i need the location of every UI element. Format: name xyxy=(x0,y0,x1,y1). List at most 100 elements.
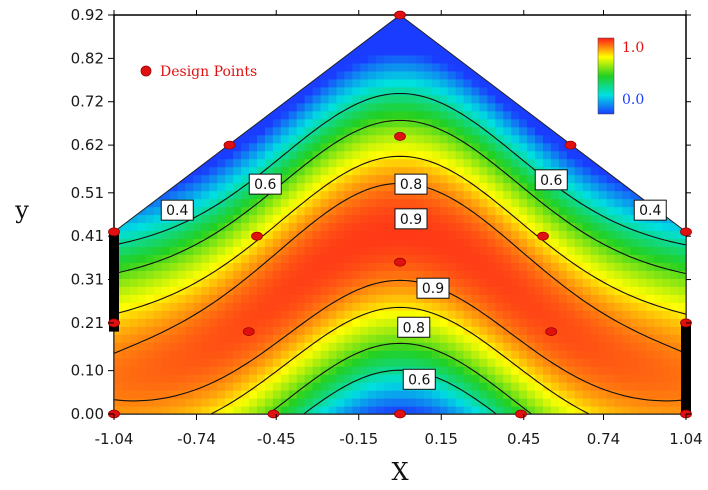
heat-cell xyxy=(606,390,616,399)
heat-cell xyxy=(511,166,520,176)
heat-cell xyxy=(121,334,131,343)
heat-cell xyxy=(423,182,433,192)
heat-cell xyxy=(272,110,282,120)
heat-cell xyxy=(543,342,552,351)
heat-cell xyxy=(272,374,282,383)
heat-cell xyxy=(447,118,457,128)
x-axis-title: X xyxy=(391,458,408,486)
heat-cell xyxy=(439,262,449,271)
contour-label-text: 0.8 xyxy=(400,177,422,193)
heat-cell xyxy=(646,294,655,303)
heat-cell xyxy=(384,46,393,56)
heat-cell xyxy=(463,150,473,160)
heat-cell xyxy=(503,310,512,319)
heat-cell xyxy=(368,102,377,112)
heat-cell xyxy=(439,166,449,176)
heat-cell xyxy=(407,310,417,319)
x-tick-label: 1.04 xyxy=(669,430,702,448)
heat-cell xyxy=(423,46,433,56)
heat-cell xyxy=(407,406,417,414)
heat-cell xyxy=(272,302,282,311)
heat-cell xyxy=(169,262,179,271)
heat-cell xyxy=(495,198,504,208)
heat-cell xyxy=(312,302,322,311)
heat-cell xyxy=(431,302,441,311)
heat-cell xyxy=(193,270,202,279)
contour-label: 0.6 xyxy=(248,173,282,195)
heat-cell xyxy=(288,94,298,104)
heat-cell xyxy=(654,238,663,248)
heat-cell xyxy=(455,190,465,200)
heat-cell xyxy=(280,390,290,399)
heat-cell xyxy=(511,246,520,255)
heat-cell xyxy=(511,230,520,240)
heat-cell xyxy=(400,150,409,160)
heat-cell xyxy=(264,206,274,216)
heat-cell xyxy=(185,406,195,414)
heat-cell xyxy=(455,262,465,271)
heat-cell xyxy=(376,126,385,136)
heat-cell xyxy=(336,310,345,319)
heat-cell xyxy=(264,334,274,343)
heat-cell xyxy=(185,334,195,343)
heat-cell xyxy=(407,398,417,407)
heat-cell xyxy=(320,198,330,208)
heat-cell xyxy=(384,398,393,407)
heat-cell xyxy=(447,342,457,351)
heat-cell xyxy=(249,198,258,208)
heat-cell xyxy=(439,390,449,399)
heat-cell xyxy=(264,342,274,351)
heat-cell xyxy=(272,406,282,414)
heat-cell xyxy=(312,358,322,367)
heat-cell xyxy=(344,382,353,391)
heat-cell xyxy=(249,318,258,327)
heat-cell xyxy=(503,382,512,391)
heat-cell xyxy=(233,278,242,287)
heat-cell xyxy=(249,142,258,152)
heat-cell xyxy=(479,358,488,367)
heat-cell xyxy=(312,254,322,263)
heat-cell xyxy=(177,182,187,192)
heat-cell xyxy=(574,190,584,200)
heat-cell xyxy=(201,222,210,232)
heat-cell xyxy=(471,150,481,160)
contour-label-text: 0.6 xyxy=(540,173,562,189)
heat-cell xyxy=(336,190,345,200)
heat-cell xyxy=(638,254,647,263)
heat-cell xyxy=(304,126,314,136)
heat-cell xyxy=(606,302,616,311)
heat-cell xyxy=(153,310,163,319)
heat-cell xyxy=(598,334,608,343)
heat-cell xyxy=(304,166,314,176)
heat-cell xyxy=(328,78,338,88)
heat-cell xyxy=(519,382,528,391)
heat-cell xyxy=(121,294,131,303)
heat-cell xyxy=(582,262,592,271)
heat-cell xyxy=(193,318,202,327)
heat-cell xyxy=(606,286,616,295)
design-point xyxy=(251,231,263,241)
heat-cell xyxy=(304,190,314,200)
heat-cell xyxy=(400,246,409,255)
heat-cell xyxy=(153,382,163,391)
heat-cell xyxy=(495,350,504,359)
heat-cell xyxy=(463,190,473,200)
heat-cell xyxy=(479,110,488,120)
heat-cell xyxy=(264,310,274,319)
heat-cell xyxy=(447,278,457,287)
heat-cell xyxy=(368,326,377,335)
heat-cell xyxy=(400,126,409,136)
heat-cell xyxy=(328,254,338,263)
heat-cell xyxy=(376,54,385,64)
heat-cell xyxy=(535,374,544,383)
heat-cell xyxy=(662,334,671,343)
heat-cell xyxy=(566,294,576,303)
heat-cell xyxy=(177,294,187,303)
heat-cell xyxy=(558,230,568,240)
heat-cell xyxy=(535,214,544,224)
heat-cell xyxy=(543,286,552,295)
heat-cell xyxy=(137,318,147,327)
heat-cell xyxy=(209,214,218,224)
heat-cell xyxy=(344,246,353,255)
